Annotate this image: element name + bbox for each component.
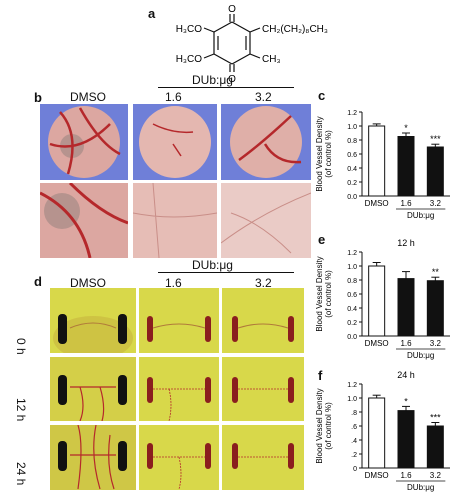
panel-e-label: e — [318, 232, 326, 247]
chart-e-bar-0 — [368, 265, 386, 337]
chart-c-xtick-label: 1.6 — [400, 199, 412, 208]
alkyl-chain-label: CH₂(CH₂)₈CH₃ — [262, 24, 328, 35]
chart-f-bar-0 — [368, 397, 386, 469]
panel-c-label: c — [318, 88, 326, 103]
panel-b-label: b — [34, 90, 42, 105]
cam-closeup-dmso — [40, 183, 128, 258]
methoxy-top-label: H₃CO — [176, 24, 203, 35]
chart-e-bar-1 — [397, 278, 415, 337]
chart-f-ytick-label: .8 — [351, 410, 357, 417]
chart-c-ytick-label: 0.6 — [347, 152, 357, 159]
chart-f-bar-1 — [397, 410, 415, 469]
chart-c-bar-2 — [426, 146, 444, 197]
egg-1-6-12h — [139, 357, 219, 421]
egg-dmso-0h — [50, 288, 136, 353]
chart-f-ytick-label: .2 — [351, 452, 357, 459]
panel-b-header-1-6: 1.6 — [165, 90, 182, 104]
cam-dish-1-6 — [133, 104, 217, 180]
chart-e-significance-2: ** — [432, 267, 440, 277]
chart-e-ytick-label: 0.8 — [347, 278, 357, 285]
egg-dmso-24h — [50, 425, 136, 490]
chart-e-ytick-label: 0.4 — [347, 306, 357, 313]
egg-1-6-24h — [139, 425, 219, 490]
chart-f-significance-1: * — [404, 396, 408, 406]
egg-3-2-12h — [222, 357, 304, 421]
egg-3-2-24h — [222, 425, 304, 490]
chart-e-xtick-label: DMSO — [365, 339, 389, 348]
panel-d-header-3-2: 3.2 — [255, 276, 272, 290]
row-label-0h: 0 h — [14, 338, 28, 355]
carbonyl-o-bottom: O — [228, 74, 236, 85]
panel-d-group-line — [158, 272, 294, 273]
carbonyl-o-top: O — [228, 4, 236, 15]
chart-f-ytick-label: 0 — [353, 466, 357, 473]
row-label-24h: 24 h — [14, 462, 28, 486]
chart-c-bar-0 — [368, 125, 386, 197]
chart-f-ytick-label: 1.2 — [347, 382, 357, 389]
panel-a-label: a — [148, 6, 156, 21]
chart-c-ytick-label: 1.0 — [347, 124, 357, 131]
cam-dish-dmso — [40, 104, 128, 180]
chart-e-ytick-label: 0.6 — [347, 292, 357, 299]
cam-closeup-1-6 — [133, 183, 217, 258]
methyl-label: CH₃ — [262, 54, 281, 65]
chart-e-ytick-label: 1.0 — [347, 264, 357, 271]
chart-f-ylabel: Blood Vessel Density(of control %) — [315, 388, 333, 463]
egg-3-2-0h — [222, 288, 304, 353]
chart-c-ytick-label: 0.4 — [347, 166, 357, 173]
chart-e-xtick-label: 1.6 — [400, 339, 412, 348]
chart-e-xlabel: DUb:μg — [407, 351, 434, 360]
egg-dmso-12h — [50, 357, 136, 421]
chart-c-xtick-label: 3.2 — [430, 199, 442, 208]
chart-e-bar-2 — [426, 280, 444, 337]
chart-e-ylabel: Blood Vessel Density(of control %) — [315, 256, 333, 331]
chart-f-ytick-label: .6 — [351, 424, 357, 431]
panel-b-group-label: DUb:μg — [192, 73, 233, 87]
chart-e-title: 12 h — [397, 238, 415, 248]
chart-c-ylabel: Blood Vessel Density(of control %) — [315, 116, 333, 191]
bar-chart-f: 24 h Blood Vessel Density(of control %) 0.… — [315, 370, 450, 492]
chart-c-ytick-label: 0.0 — [347, 194, 357, 201]
chart-f-xtick-label: 3.2 — [430, 471, 442, 480]
chart-f-xtick-label: DMSO — [365, 471, 389, 480]
chart-f-bar-2 — [426, 425, 444, 469]
panel-d-header-1-6: 1.6 — [165, 276, 182, 290]
chart-c-significance-1: * — [404, 123, 408, 133]
chart-c-bar-1 — [397, 136, 415, 197]
chart-c-ytick-label: 0.2 — [347, 180, 357, 187]
cam-dish-3-2 — [221, 104, 311, 180]
chemical-structure: O O H₃CO H₃CO CH₂(CH₂)₈CH₃ CH₃ — [176, 4, 328, 85]
chart-c-ytick-label: 1.2 — [347, 110, 357, 117]
chart-e-ytick-label: 0.0 — [347, 334, 357, 341]
panel-d-header-dmso: DMSO — [70, 276, 106, 290]
chart-f-ytick-label: .4 — [351, 438, 357, 445]
chart-c-xtick-label: DMSO — [365, 199, 389, 208]
row-label-12h: 12 h — [14, 398, 28, 422]
chart-c-ytick-label: 0.8 — [347, 138, 357, 145]
cam-closeup-3-2 — [221, 183, 311, 258]
panel-f-label: f — [318, 368, 323, 383]
chart-e-ytick-label: 0.2 — [347, 320, 357, 327]
panel-b-header-dmso: DMSO — [70, 90, 106, 104]
chart-e-ytick-label: 1.2 — [347, 250, 357, 257]
chart-f-xtick-label: 1.6 — [400, 471, 412, 480]
panel-d-group-label: DUb:μg — [192, 258, 233, 272]
panel-d-label: d — [34, 274, 42, 289]
panel-b-group-line — [158, 87, 294, 88]
panel-b-header-3-2: 3.2 — [255, 90, 272, 104]
chart-f-ytick-label: 1.0 — [347, 396, 357, 403]
bar-chart-e: 12 h Blood Vessel Density(of control %) 0.… — [315, 238, 450, 360]
chart-c-significance-2: *** — [430, 134, 441, 144]
egg-1-6-0h — [139, 288, 219, 353]
chart-c-xlabel: DUb:μg — [407, 211, 434, 220]
methoxy-bottom-label: H₃CO — [176, 54, 203, 65]
chart-f-significance-2: *** — [430, 413, 441, 423]
chart-f-title: 24 h — [397, 370, 415, 380]
chart-f-xlabel: DUb:μg — [407, 483, 434, 492]
bar-chart-c: Blood Vessel Density(of control %) 0.0 0.2… — [315, 110, 450, 220]
chart-e-xtick-label: 3.2 — [430, 339, 442, 348]
